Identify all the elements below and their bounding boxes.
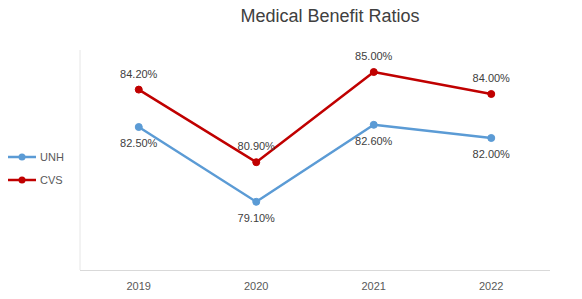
point-marker [253,198,260,205]
point-marker [370,69,377,76]
chart-svg: Medical Benefit Ratios 2019 2020 2021 2022 82… [0,0,582,299]
data-label: 84.00% [473,72,511,84]
marks [135,69,495,206]
x-tick-label: 2019 [127,280,151,292]
point-marker [253,159,260,166]
series-line [139,125,492,202]
point-marker [370,121,377,128]
chart-container: Medical Benefit Ratios 2019 2020 2021 2022 82… [0,0,582,299]
x-tick-label: 2021 [362,280,386,292]
data-label: 82.50% [120,137,158,149]
data-label: 85.00% [355,50,393,62]
legend-marker [19,154,26,161]
data-label: 80.90% [238,140,276,152]
legend-label: CVS [40,174,63,186]
point-marker [135,124,142,131]
y-axis-line [80,50,81,270]
x-axis-line [80,270,550,271]
data-label: 84.20% [120,68,158,80]
point-marker [488,135,495,142]
x-tick-label: 2020 [244,280,268,292]
data-labels: 82.50% 79.10% 82.60% 82.00% 84.20% 80.90% 85.0… [120,50,510,224]
legend-marker [19,177,26,184]
series-line [139,72,492,162]
point-marker [135,86,142,93]
data-label: 82.00% [473,148,511,160]
point-marker [488,91,495,98]
legend: UNH CVS [8,151,64,186]
data-label: 79.10% [238,212,276,224]
data-label: 82.60% [355,135,393,147]
legend-label: UNH [40,151,64,163]
x-tick-label: 2022 [479,280,503,292]
chart-title: Medical Benefit Ratios [240,6,419,26]
